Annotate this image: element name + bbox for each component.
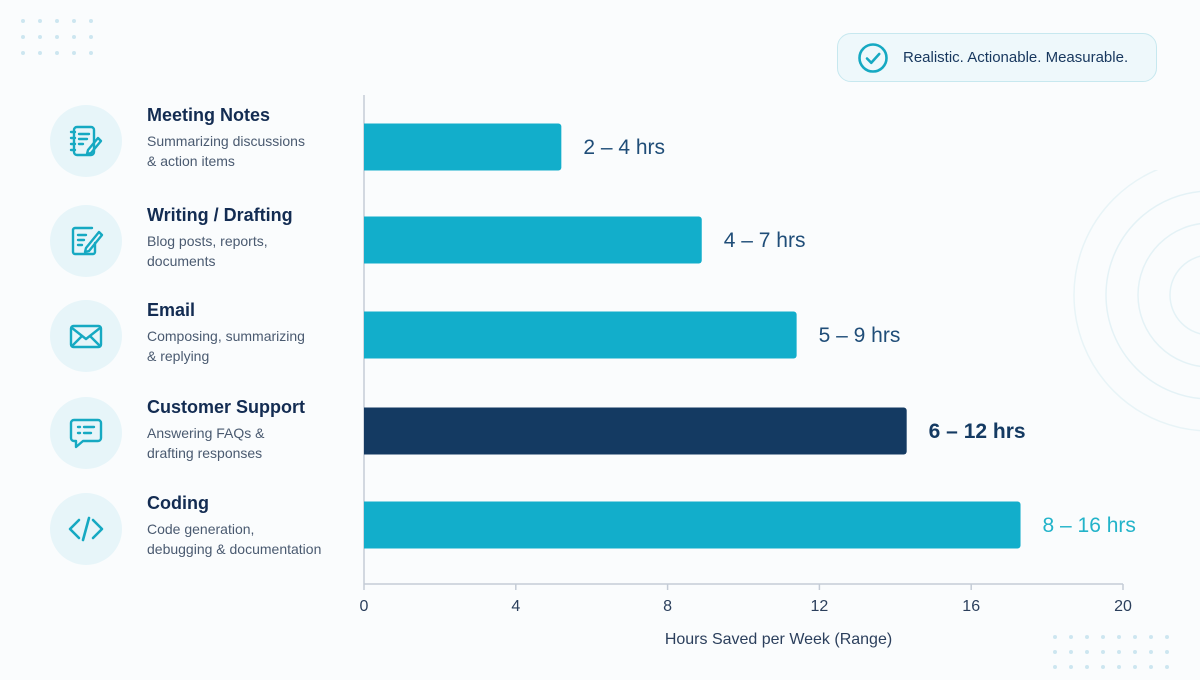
decorative-dot: [1053, 635, 1057, 639]
decorative-dot: [1117, 665, 1121, 669]
icon-circle: [50, 105, 122, 177]
bar: [364, 216, 702, 264]
x-tick-label: 0: [360, 598, 369, 615]
decorative-dot: [1069, 650, 1073, 654]
category-description: Answering FAQs & drafting responses: [147, 425, 265, 461]
decorative-dot: [1069, 635, 1073, 639]
category-title: Meeting Notes: [147, 105, 271, 125]
decorative-dot: [1101, 635, 1105, 639]
decorative-dot: [1133, 650, 1137, 654]
check-circle-icon: [858, 42, 888, 73]
decorative-dot: [1165, 650, 1169, 654]
decorative-dot: [1085, 635, 1089, 639]
decorative-dot: [1117, 650, 1121, 654]
decorative-dot: [72, 35, 76, 39]
category-description: Blog posts, reports, documents: [147, 233, 268, 269]
x-axis-label: Hours Saved per Week (Range): [665, 631, 892, 648]
bar: [364, 407, 907, 455]
category-description: Summarizing discussions & action items: [147, 133, 305, 169]
decorative-dots-bottom-right: [1053, 635, 1169, 669]
bar-value-label: 5 – 9 hrs: [819, 324, 901, 347]
bar: [364, 501, 1021, 549]
decorative-dot: [89, 19, 93, 23]
decorative-dots-top-left: [21, 19, 93, 55]
bar: [364, 311, 797, 359]
bar-value-label: 4 – 7 hrs: [724, 229, 806, 252]
decorative-dot: [55, 19, 59, 23]
decorative-dot: [21, 35, 25, 39]
bar-value-label: 6 – 12 hrs: [929, 420, 1026, 443]
decorative-dot: [1101, 665, 1105, 669]
decorative-dot: [55, 35, 59, 39]
decorative-dot: [1085, 650, 1089, 654]
edit-document-icon: [71, 226, 104, 256]
decorative-dot: [38, 51, 42, 55]
chat-bubble-icon: [69, 418, 103, 449]
icon-circle: [50, 300, 122, 372]
decorative-dot: [38, 35, 42, 39]
icon-circle: [50, 205, 122, 277]
decorative-dot: [72, 51, 76, 55]
decorative-dot: [1053, 650, 1057, 654]
x-tick-label: 8: [663, 598, 672, 615]
decorative-dot: [1069, 665, 1073, 669]
x-tick-label: 16: [962, 598, 980, 615]
decorative-dot: [1149, 665, 1153, 669]
decorative-dot: [72, 19, 76, 23]
decorative-dot: [1165, 635, 1169, 639]
decorative-dot: [89, 51, 93, 55]
tagline-text: Realistic. Actionable. Measurable.: [903, 49, 1129, 66]
envelope-icon: [69, 324, 103, 349]
decorative-dot: [1133, 635, 1137, 639]
decorative-dot: [38, 19, 42, 23]
tagline-badge: Realistic. Actionable. Measurable.: [837, 33, 1157, 82]
category-title: Email: [147, 300, 196, 320]
category-title: Coding: [147, 493, 209, 513]
decorative-dot: [1053, 665, 1057, 669]
category-title: Customer Support: [147, 397, 306, 417]
notebook-pen-icon: [69, 125, 103, 157]
category-description: Composing, summarizing & replying: [147, 328, 305, 364]
decorative-dot: [1149, 635, 1153, 639]
icon-circle: [50, 397, 122, 469]
x-tick-label: 20: [1114, 598, 1132, 615]
decorative-dot: [1149, 650, 1153, 654]
category-description: Code generation, debugging & documentatio…: [147, 521, 322, 557]
decorative-dot: [1101, 650, 1105, 654]
decorative-dot: [1085, 665, 1089, 669]
decorative-dot: [89, 35, 93, 39]
decorative-dot: [1117, 635, 1121, 639]
x-tick-label: 12: [811, 598, 829, 615]
decorative-dot: [55, 51, 59, 55]
decorative-dot: [1133, 665, 1137, 669]
icon-circle: [50, 493, 122, 565]
decorative-dot: [21, 51, 25, 55]
decorative-rings: [1073, 170, 1200, 432]
code-brackets-icon: [68, 516, 104, 542]
decorative-dot: [1165, 665, 1169, 669]
bar: [364, 123, 562, 171]
x-tick-label: 4: [511, 598, 520, 615]
bar-value-label: 2 – 4 hrs: [583, 136, 665, 159]
decorative-dot: [21, 19, 25, 23]
category-title: Writing / Drafting: [147, 205, 293, 225]
bar-value-label: 8 – 16 hrs: [1043, 514, 1136, 537]
